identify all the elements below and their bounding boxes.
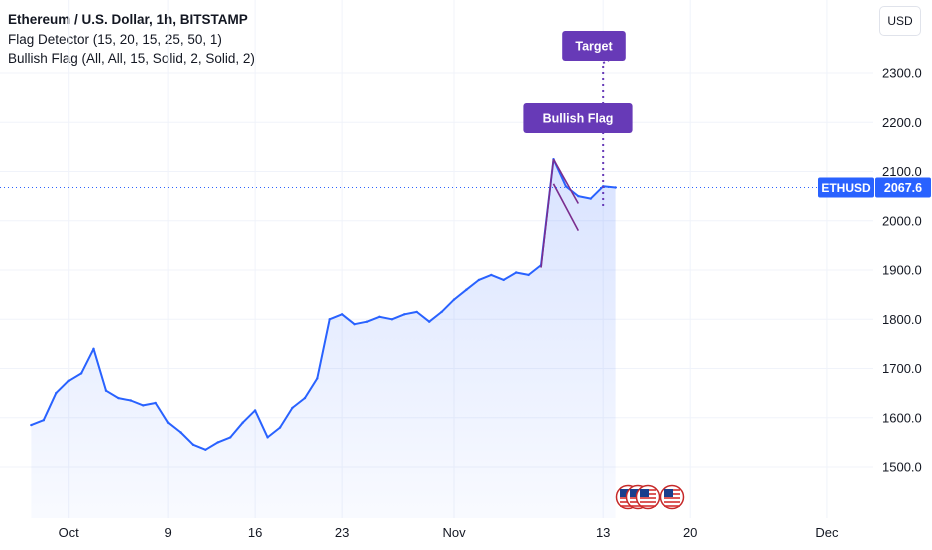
x-tick-label: 9 [165,525,172,540]
x-tick-label: 16 [248,525,262,540]
price-point [30,423,33,427]
last-price-tag-text: 2067.6 [884,181,922,195]
price-point [142,404,145,407]
indicator-bullish-flag[interactable]: Bullish Flag (All, All, 15, Solid, 2, So… [8,51,255,66]
target-label[interactable]: Target [562,31,626,61]
price-point [316,377,319,380]
price-point [129,399,132,402]
y-tick-label: 2300.0 [882,66,922,81]
price-point [154,401,157,405]
price-point [216,441,219,444]
price-point [117,396,120,400]
price-point [191,443,195,446]
us-flag-icon[interactable] [659,484,685,510]
last-price-tag: 2067.6 [875,177,931,198]
price-point [67,379,70,382]
price-point [291,406,294,410]
price-point [403,313,406,316]
flag-upper-line [552,158,580,204]
price-points [30,158,617,451]
bullish-flag-label-box [523,103,633,133]
price-point [253,409,257,412]
price-point [577,194,580,198]
price-point [440,310,443,314]
y-tick-label: 2100.0 [882,164,922,179]
price-point [303,396,307,400]
us-flag-icon[interactable] [635,484,661,510]
flag-pole-line [540,159,555,268]
price-point [92,347,95,350]
y-axis[interactable]: 1500.0 1600.0 1700.0 1800.0 1900.0 2000.0 2100… [882,66,922,475]
x-tick-label: 20 [683,525,697,540]
price-point [490,273,493,277]
price-point [365,320,369,323]
price-point [564,185,568,188]
price-point [179,431,182,434]
x-tick-label: Nov [442,525,466,540]
chart-title: Ethereum / U.S. Dollar, 1h, BITSTAMP [8,12,248,27]
price-point [465,288,468,291]
x-tick-label: Dec [815,525,839,540]
price-point [515,271,518,274]
price-point [328,318,331,321]
price-point [204,448,207,451]
symbol-tag-text: ETHUSD [821,181,871,195]
y-tick-label: 1700.0 [882,361,922,376]
y-tick-label: 1600.0 [882,410,922,425]
y-tick-label: 2200.0 [882,115,922,130]
price-line-ethusd[interactable] [31,158,616,451]
bullish-flag-label[interactable]: Bullish Flag [523,103,633,133]
price-point [353,323,356,326]
price-point [278,426,282,429]
price-point [589,197,592,200]
target-label-box [562,31,626,61]
price-point [428,320,431,323]
x-tick-label: 23 [335,525,349,540]
y-tick-label: 1900.0 [882,263,922,278]
symbol-tag: ETHUSD [818,177,874,198]
price-point [79,372,83,375]
price-point [266,436,269,439]
x-axis[interactable]: Oct 9 16 23 Nov 13 20 Dec [59,525,839,540]
price-point [502,278,505,282]
flag-lower-line [552,183,580,231]
price-point [55,391,58,395]
price-area-fill [31,159,616,518]
price-point [104,389,108,392]
price-point [390,318,394,321]
price-point [614,186,617,189]
y-tick-label: 1800.0 [882,312,922,327]
bullish-flag-pattern[interactable] [540,158,580,268]
y-tick-label: 1500.0 [882,460,922,475]
bullish-flag-label-text: Bullish Flag [543,112,614,126]
price-point [452,298,456,301]
price-point [241,421,244,424]
economic-events[interactable] [615,484,685,510]
currency-button[interactable]: USD [879,6,921,36]
x-tick-label: 13 [596,525,610,540]
target-label-text: Target [575,40,613,54]
price-point [166,421,170,424]
x-tick-label: Oct [59,525,80,540]
price-point [42,419,45,422]
price-point [229,436,232,439]
y-tick-label: 2000.0 [882,213,922,228]
price-point [527,273,530,277]
price-point [415,310,418,314]
price-point [378,315,381,318]
price-point [340,313,344,316]
price-point [477,278,481,282]
